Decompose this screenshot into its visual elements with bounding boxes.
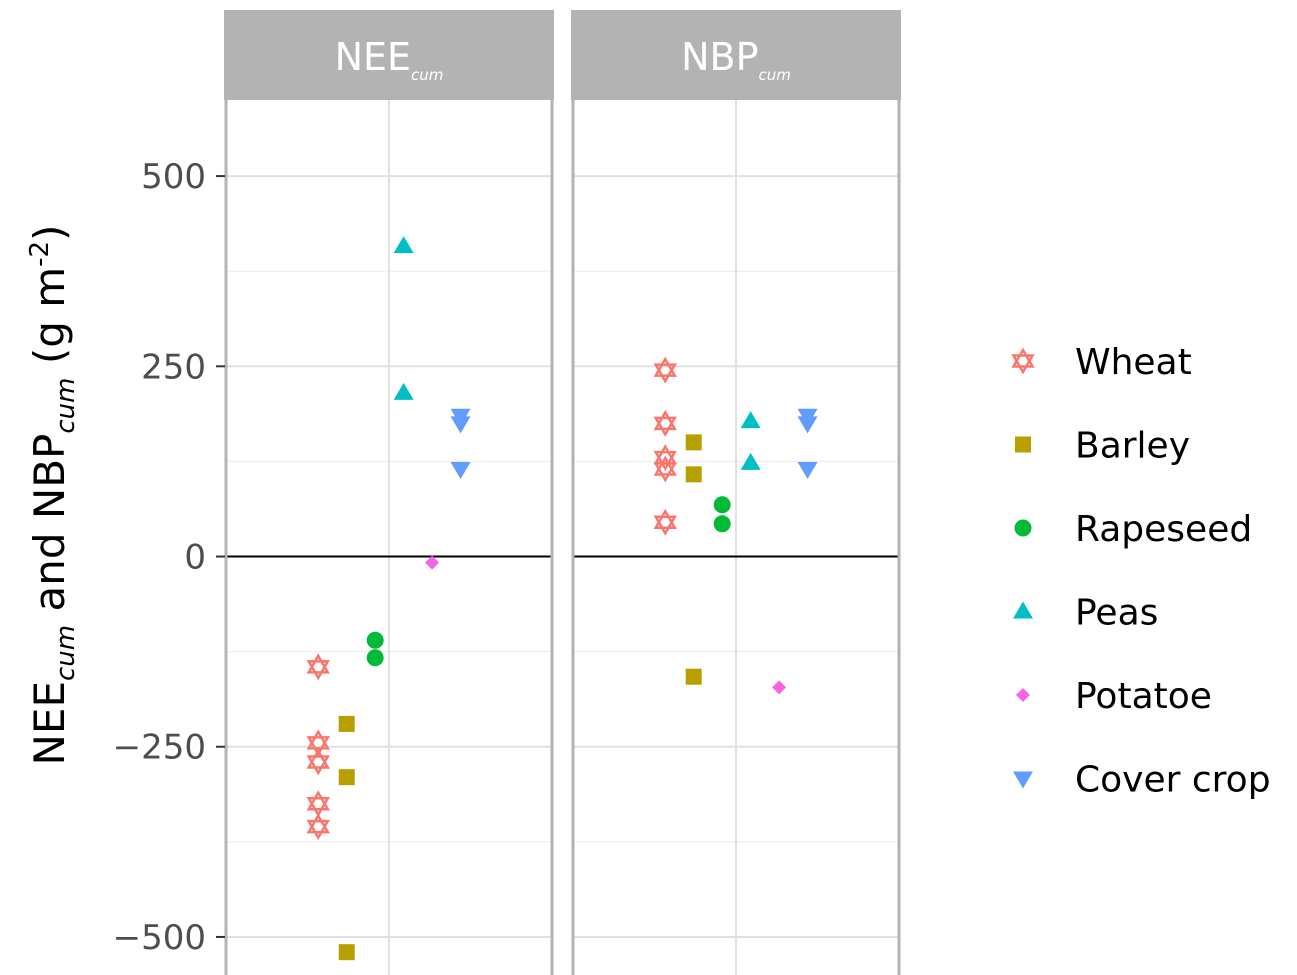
y-tick-label: −500	[113, 918, 206, 958]
point-wheat	[653, 455, 677, 483]
strip-title-nbp: NBPcum	[681, 35, 791, 84]
point-peas	[740, 452, 761, 470]
point-cover-crop	[797, 416, 818, 434]
point-cover-crop	[450, 462, 471, 480]
y-tick-label: 250	[141, 347, 206, 387]
legend-key-rapeseed	[1014, 519, 1032, 537]
point-rapeseed	[366, 631, 384, 649]
y-axis-title-p2-sub: cum	[51, 378, 81, 434]
point-barley	[338, 715, 355, 732]
point-wheat	[653, 356, 677, 384]
legend-label: Potatoe	[1075, 676, 1212, 717]
strip-title-sub: cum	[411, 66, 443, 84]
point-cover-crop	[797, 462, 818, 480]
legend-item: Cover crop	[1013, 760, 1271, 801]
legend-key-peas	[1013, 601, 1033, 619]
legend-item: Peas	[1013, 593, 1158, 634]
legend-label: Wheat	[1075, 342, 1192, 383]
point-wheat	[653, 409, 677, 437]
legend-item: Barley	[1015, 426, 1190, 467]
point-wheat	[653, 508, 677, 536]
legend: Wheat Barley Rapeseed Peas Potatoe Cover crop	[1011, 342, 1271, 801]
legend-key-wheat	[1011, 347, 1035, 375]
y-axis-title-units-b: )	[25, 225, 74, 241]
y-axis-title-p1: NEE	[25, 681, 74, 766]
point-wheat	[306, 653, 330, 681]
y-axis-title-units-sup: -2	[25, 241, 55, 267]
y-axis-title-mid: and NBP	[25, 434, 74, 625]
point-rapeseed	[366, 649, 384, 667]
point-wheat	[306, 790, 330, 818]
panel-nbp: NBPcum	[571, 10, 901, 975]
legend-label: Rapeseed	[1075, 509, 1252, 550]
point-peas	[393, 236, 414, 254]
legend-key-barley	[1015, 436, 1031, 453]
point-potatoe	[425, 555, 440, 570]
strip-title-main: NEE	[335, 35, 411, 79]
strip-title-nee: NEEcum	[335, 35, 444, 84]
y-tick-label: 0	[184, 538, 206, 578]
point-cover-crop	[450, 416, 471, 434]
y-axis-title: NEEcum and NBPcum (g m-2)	[25, 225, 81, 766]
point-rapeseed	[713, 515, 731, 533]
point-barley	[685, 434, 702, 451]
y-tick-label: 500	[141, 157, 206, 197]
panel-nee: NEEcum	[224, 10, 554, 975]
point-barley	[685, 466, 702, 483]
strip-nbp	[571, 10, 901, 100]
strip-nee	[224, 10, 554, 100]
point-peas	[393, 382, 414, 400]
point-peas	[740, 411, 761, 429]
strip-title-sub: cum	[759, 66, 791, 84]
y-tick-label: −250	[113, 728, 206, 768]
point-barley	[338, 769, 355, 786]
point-wheat	[306, 748, 330, 776]
point-potatoe	[772, 680, 787, 695]
y-axis-title-units-a: (g m	[25, 267, 74, 378]
legend-key-cover-crop	[1013, 771, 1033, 789]
strip-title-main: NBP	[681, 35, 758, 79]
legend-item: Wheat	[1011, 342, 1192, 383]
legend-key-potatoe	[1016, 688, 1030, 702]
legend-item: Rapeseed	[1014, 509, 1252, 550]
legend-label: Barley	[1075, 426, 1190, 467]
point-wheat	[306, 729, 330, 757]
legend-item: Potatoe	[1016, 676, 1212, 717]
point-rapeseed	[713, 496, 731, 514]
point-barley	[338, 944, 355, 961]
point-wheat	[306, 813, 330, 841]
point-barley	[685, 668, 702, 685]
y-axis-title-p1-sub: cum	[51, 625, 81, 681]
legend-label: Cover crop	[1075, 760, 1271, 801]
legend-label: Peas	[1075, 593, 1158, 634]
